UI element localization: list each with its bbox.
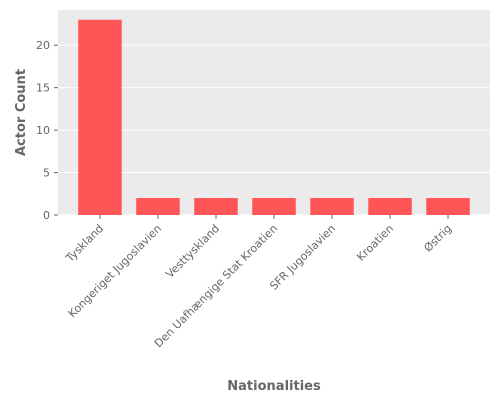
plot-background: [58, 10, 490, 215]
y-tick-label: 10: [36, 124, 50, 137]
grid-lines: [58, 44, 490, 216]
bar: [194, 198, 238, 215]
bar: [368, 198, 412, 215]
y-axis-title: Actor Count: [14, 69, 29, 156]
x-tick-label: Kroatien: [354, 222, 396, 264]
bar: [78, 19, 122, 216]
y-tick-label: 15: [36, 82, 50, 95]
y-tick-label: 0: [43, 209, 50, 222]
bar: [136, 198, 180, 215]
bar: [252, 198, 296, 215]
x-tick-label: Den Uafhængige Stat Kroatien: [152, 222, 280, 350]
x-tick-label: Kongeriget Jugoslavien: [66, 222, 164, 320]
x-tick-label: Østrig: [421, 222, 454, 255]
bars: [78, 19, 470, 216]
x-tick-label: Vesttyskland: [163, 222, 222, 281]
y-tick-label: 5: [43, 167, 50, 180]
bar: [310, 198, 354, 215]
bar: [426, 198, 470, 215]
y-tick-label: 20: [36, 39, 50, 52]
x-tick-label: Tyskland: [63, 222, 106, 265]
x-axis-title: Nationalities: [227, 379, 321, 394]
y-axis-ticks: 0 5 10 15 20: [36, 39, 58, 222]
